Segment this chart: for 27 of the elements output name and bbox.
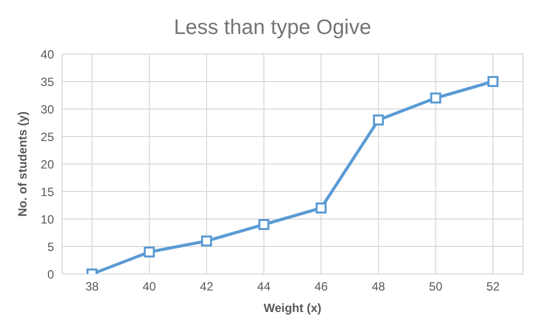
point (316, 202, 327, 214)
chart-title: Less than type Ogive (172, 15, 372, 41)
y-tick-label: 0 (47, 267, 54, 282)
point (372, 114, 384, 126)
y-tick-label: 40 (40, 47, 54, 62)
point (430, 92, 442, 104)
x-tick-label: 42 (200, 280, 214, 294)
y-tick-label: 5 (47, 240, 54, 254)
x-tick-label: 52 (486, 280, 500, 294)
y-tick-label: 35 (40, 74, 54, 89)
y-tick-label: 10 (40, 212, 54, 226)
x-tick-label: 44 (257, 280, 271, 294)
x-tick-label: 50 (429, 280, 443, 294)
y-tick-label: 25 (40, 130, 54, 144)
y-tick-label: 15 (40, 184, 54, 199)
y-axis-title: No. of students (y) (15, 111, 30, 217)
x-axis-title: Weight (x) (264, 301, 322, 315)
x-tick-label: 40 (142, 280, 156, 294)
point (258, 219, 270, 230)
x-tick-label: 48 (372, 280, 386, 294)
point (144, 246, 155, 258)
point (201, 236, 212, 246)
point (488, 76, 498, 87)
y-tick-label: 30 (40, 102, 54, 116)
x-tick-label: 38 (85, 280, 99, 294)
x-tick-label: 46 (314, 280, 328, 294)
y-tick-label: 20 (40, 157, 54, 172)
